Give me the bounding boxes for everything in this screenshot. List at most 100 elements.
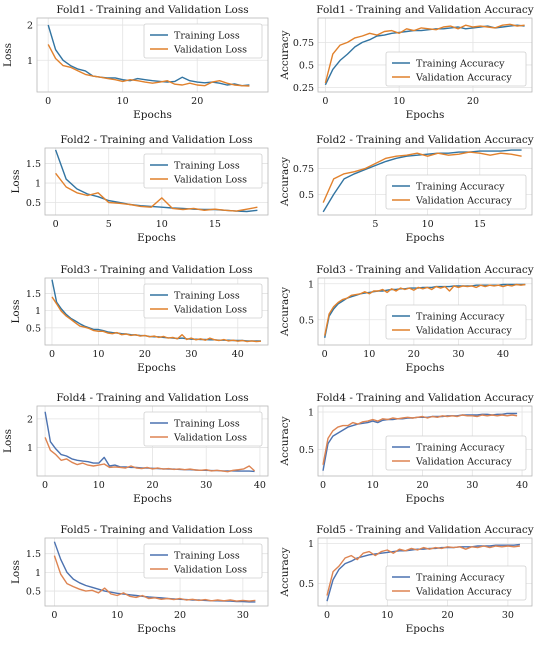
y-axis-label: Loss — [10, 299, 22, 323]
y-axis-label: Accuracy — [279, 547, 291, 597]
series-line-validation-loss — [51, 296, 262, 343]
x-tick-label: 20 — [416, 480, 428, 491]
y-tick-label: 0.5 — [26, 323, 41, 334]
series-line-validation-loss — [44, 437, 256, 473]
x-tick-label: 20 — [139, 349, 151, 360]
chart-panel-f2-acc: 5 10 15 0.5 0.75 Fold2 - Training and Validat… — [279, 134, 534, 244]
plot-frame — [317, 17, 533, 93]
series-line-validation-accuracy — [326, 545, 520, 596]
y-tick-label: 0.75 — [293, 164, 314, 175]
x-tick-label: 10 — [117, 96, 129, 107]
legend: Training Accuracy Validation Accuracy — [385, 565, 527, 601]
legend-box — [143, 411, 263, 447]
y-tick-label: 0.5 — [299, 315, 314, 326]
x-tick-label: 0 — [320, 480, 326, 491]
legend-entry: Validation Accuracy — [415, 326, 512, 337]
y-tick-label: 1 — [308, 539, 314, 550]
legend: Training Loss Validation Loss — [143, 411, 263, 447]
y-tick-label: 1 — [35, 306, 41, 317]
plot-frame — [317, 277, 533, 346]
plot-frame — [36, 405, 269, 477]
y-tick-label: 1 — [308, 279, 314, 290]
x-axis-label: Epochs — [406, 109, 445, 121]
chart-panel-f4-loss: 0 10 20 30 40 1 2 Fold4 - Training and Validati… — [2, 392, 269, 505]
y-axis-label: Accuracy — [279, 157, 291, 207]
legend-entry: Training Accuracy — [416, 443, 505, 454]
plot-frame — [317, 405, 533, 477]
chart-title: Fold2 - Training and Validation Loss — [60, 134, 252, 146]
x-tick-label: 0 — [322, 349, 328, 360]
x-tick-label: 10 — [156, 219, 168, 230]
x-tick-label: 0 — [322, 96, 328, 107]
x-axis-label: Epochs — [137, 623, 176, 635]
x-tick-label: 20 — [442, 610, 454, 621]
chart-title: Fold5 - Training and Validation Accuracy — [316, 524, 534, 536]
y-tick-label: 1 — [308, 408, 314, 419]
x-tick-label: 0 — [45, 96, 51, 107]
x-axis-label: Epochs — [406, 493, 445, 505]
chart-panel-f2-loss: 0 5 10 15 0.5 1 1.5 Fold2 - Training and Valida… — [10, 134, 269, 244]
plot-frame — [44, 147, 269, 216]
x-tick-label: 20 — [174, 610, 186, 621]
x-tick-label: 10 — [393, 96, 405, 107]
legend-entry: Validation Accuracy — [415, 587, 512, 598]
x-tick-label: 15 — [209, 219, 221, 230]
chart-panel-f3-loss: 0 10 20 30 40 0.5 1 1.5 Fold3 - Training and Val… — [10, 264, 269, 374]
y-tick-label: 0.5 — [299, 579, 314, 590]
legend-entry: Training Accuracy — [416, 573, 505, 584]
legend-entry: Validation Loss — [173, 175, 247, 186]
x-tick-label: 20 — [408, 349, 420, 360]
chart-title: Fold1 - Training and Validation Loss — [56, 4, 248, 16]
x-tick-label: 10 — [92, 349, 104, 360]
y-tick-label: 1 — [35, 179, 41, 190]
legend-entry: Training Loss — [174, 31, 240, 42]
x-tick-label: 20 — [146, 480, 158, 491]
x-axis-label: Epochs — [406, 623, 445, 635]
legend: Training Accuracy Validation Accuracy — [385, 51, 527, 87]
legend-box — [385, 174, 527, 210]
legend-entry: Validation Loss — [173, 45, 247, 56]
x-tick-label: 0 — [324, 610, 330, 621]
legend-entry: Validation Accuracy — [415, 457, 512, 468]
y-tick-label: 0.5 — [299, 190, 314, 201]
legend: Training Loss Validation Loss — [143, 283, 263, 319]
legend: Training Accuracy Validation Accuracy — [385, 304, 527, 340]
x-tick-label: 0 — [42, 480, 48, 491]
plot-frame — [317, 537, 533, 607]
x-axis-label: Epochs — [406, 232, 445, 244]
legend-entry: Validation Loss — [173, 433, 247, 444]
x-tick-label: 20 — [191, 96, 203, 107]
legend-box — [143, 543, 263, 579]
x-tick-label: 30 — [452, 349, 464, 360]
legend: Training Accuracy Validation Accuracy — [385, 435, 527, 471]
series-line-validation-loss — [47, 44, 250, 87]
chart-panel-f1-acc: 0 10 20 0.25 0.5 0.75 Fold1 - Training and Val… — [279, 4, 534, 121]
y-axis-label: Loss — [2, 43, 14, 67]
legend-entry: Training Loss — [174, 419, 240, 430]
x-tick-label: 30 — [237, 610, 249, 621]
legend-entry: Validation Accuracy — [415, 196, 512, 207]
legend: Training Accuracy Validation Accuracy — [385, 174, 527, 210]
chart-title: Fold5 - Training and Validation Loss — [60, 524, 252, 536]
x-tick-label: 10 — [93, 480, 105, 491]
legend-entry: Training Accuracy — [416, 59, 505, 70]
x-tick-label: 0 — [53, 219, 59, 230]
legend-box — [385, 304, 527, 340]
series-line-validation-accuracy — [324, 23, 525, 84]
y-axis-label: Accuracy — [279, 416, 291, 466]
plot-frame — [36, 17, 269, 93]
y-tick-label: 0.5 — [26, 198, 41, 209]
legend: Training Loss Validation Loss — [143, 153, 263, 189]
y-axis-label: Accuracy — [279, 287, 291, 337]
plot-frame — [44, 537, 269, 607]
y-tick-label: 1.5 — [26, 289, 41, 300]
plot-frame — [44, 277, 269, 346]
chart-title: Fold3 - Training and Validation Accuracy — [316, 264, 534, 276]
x-tick-label: 0 — [49, 349, 55, 360]
y-axis-label: Loss — [10, 169, 22, 193]
x-tick-label: 0 — [51, 610, 57, 621]
